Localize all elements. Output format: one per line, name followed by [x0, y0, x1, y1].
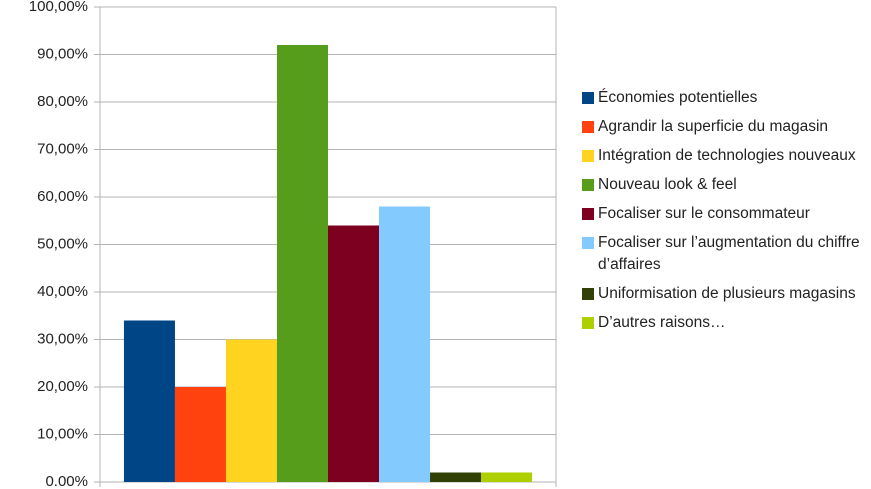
y-tick-label: 10,00% — [37, 425, 88, 442]
legend-label: Focaliser sur le consommateur — [598, 205, 810, 222]
legend-label: Agrandir la superficie du magasin — [598, 118, 829, 135]
legend-entry: Focaliser sur le consommateur — [582, 203, 868, 225]
y-tick-label: 90,00% — [37, 45, 88, 62]
bar — [123, 320, 175, 482]
legend-label: Nouveau look & feel — [598, 176, 737, 193]
y-tick-label: 40,00% — [37, 283, 88, 300]
bar — [328, 225, 380, 482]
legend-entry: Uniformisation de plusieurs magasins — [582, 283, 868, 305]
legend-swatch — [582, 121, 594, 133]
legend: Économies potentielles Agrandir la superf… — [582, 87, 868, 334]
legend-label: Économies potentielles — [598, 89, 758, 106]
legend-swatch — [582, 92, 594, 104]
y-tick-label: 20,00% — [37, 378, 88, 395]
bar — [174, 387, 226, 482]
legend-swatch — [582, 288, 594, 300]
y-tick-label: 80,00% — [37, 93, 88, 110]
y-tick-label: 30,00% — [37, 330, 88, 347]
y-tick-label: 60,00% — [37, 188, 88, 205]
legend-swatch — [582, 237, 594, 249]
legend-entry: Agrandir la superficie du magasin — [582, 116, 868, 138]
legend-entry: Nouveau look & feel — [582, 174, 868, 196]
bar — [481, 472, 533, 482]
legend-swatch — [582, 150, 594, 162]
y-tick-label: 0.00% — [45, 473, 88, 489]
y-tick-label: 100,00% — [29, 0, 88, 15]
legend-label: Focaliser sur l’augmentation du chiffre … — [598, 234, 860, 273]
bar — [379, 206, 431, 482]
legend-entry: D’autres raisons… — [582, 312, 868, 334]
legend-swatch — [582, 208, 594, 220]
legend-swatch — [582, 179, 594, 191]
legend-label: Uniformisation de plusieurs magasins — [598, 285, 856, 302]
bar — [276, 45, 328, 482]
legend-label: Intégration de technologies nouveaux — [598, 147, 856, 164]
y-tick-label: 70,00% — [37, 140, 88, 157]
legend-swatch — [582, 317, 594, 329]
legend-entry: Intégration de technologies nouveaux — [582, 145, 868, 167]
y-tick-label: 50,00% — [37, 235, 88, 252]
legend-entry: Focaliser sur l’augmentation du chiffre … — [582, 232, 868, 276]
bar — [225, 339, 277, 482]
legend-label: D’autres raisons… — [598, 314, 726, 331]
legend-entry: Économies potentielles — [582, 87, 868, 109]
bar — [430, 472, 482, 482]
